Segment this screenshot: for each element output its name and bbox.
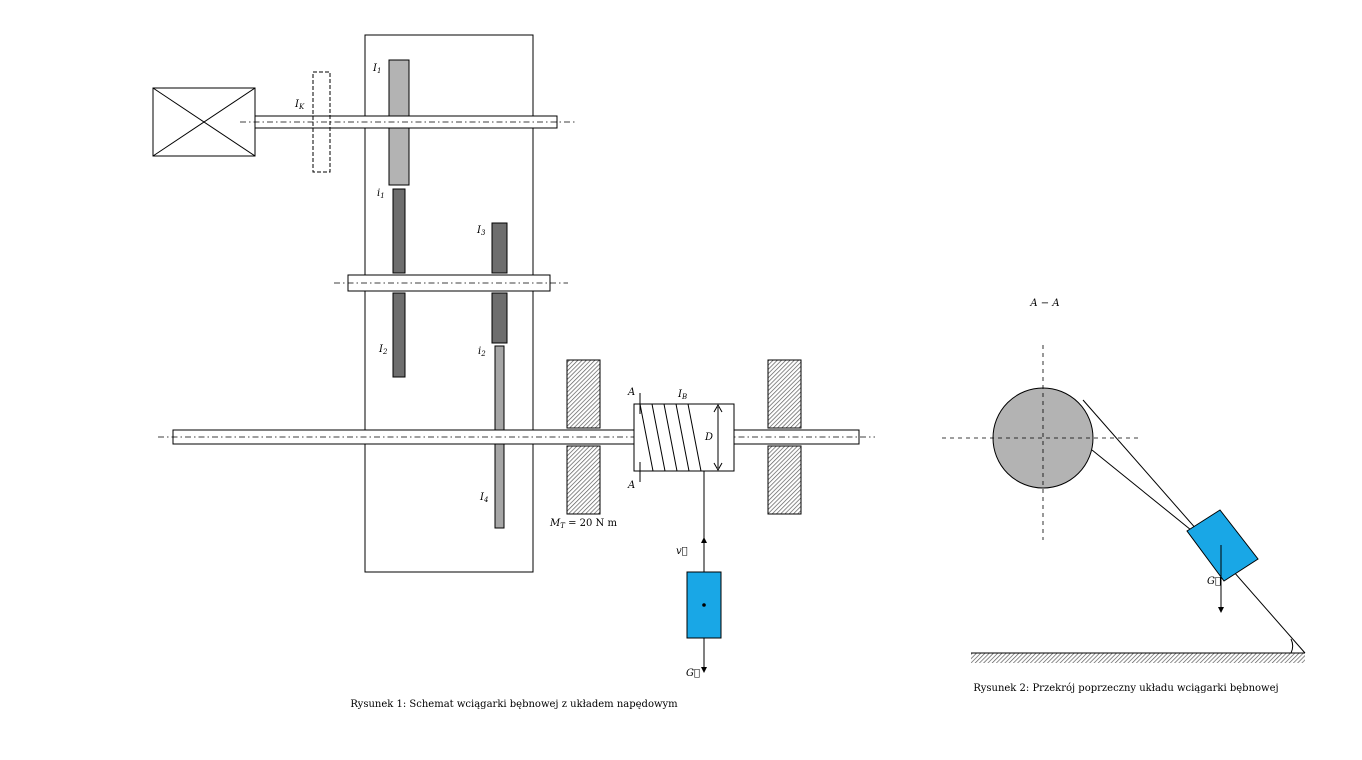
gear-i2 xyxy=(494,345,505,431)
label-i2-gear: I2 xyxy=(378,344,388,356)
figure-1-caption: Rysunek 1: Schemat wciągarki bębnowej z … xyxy=(350,699,678,710)
load-center xyxy=(702,603,706,607)
label-i2-ratio: i2 xyxy=(478,346,486,358)
bearing-right-upper xyxy=(767,359,802,429)
gear-i1-lower xyxy=(388,127,410,186)
label-i1-ratio: i1 xyxy=(377,188,385,200)
label-i3: I3 xyxy=(476,225,486,237)
gearbox-housing xyxy=(364,34,534,573)
gear-i1-upper xyxy=(388,59,410,117)
figure-2: A − A G⃗ Rysunek 2: Przekrój poprzeczny … xyxy=(942,298,1306,694)
label-i4: I4 xyxy=(479,492,488,504)
section-label: A − A xyxy=(1029,298,1059,309)
gear-i1 xyxy=(392,188,406,274)
gear-i3-upper xyxy=(491,222,508,274)
label-weight-incline: G⃗ xyxy=(1207,576,1221,587)
clutch-ik xyxy=(312,71,331,173)
bearing-right-lower xyxy=(767,445,802,515)
motor xyxy=(152,87,256,157)
gear-i3-lower xyxy=(491,292,508,344)
drum xyxy=(633,393,735,482)
label-section-a-top: A xyxy=(627,387,635,398)
figure-1: IK I1 i1 I3 I2 i2 IB I4 D A A MT = 20 N … xyxy=(152,34,875,710)
load-block-incline xyxy=(1186,509,1259,582)
bearing-left-lower xyxy=(566,445,601,515)
rope-lower xyxy=(1091,449,1192,531)
label-section-a-bottom: A xyxy=(627,480,635,491)
label-ik: IK xyxy=(294,99,305,111)
label-diameter: D xyxy=(704,432,713,443)
label-velocity: v⃗ xyxy=(676,546,688,557)
bearing-left-upper xyxy=(566,359,601,429)
label-ib: IB xyxy=(677,389,687,401)
ground-hatch xyxy=(971,653,1305,663)
label-i1-gear: I1 xyxy=(372,63,381,75)
label-weight: G⃗ xyxy=(686,668,700,679)
figure-2-caption: Rysunek 2: Przekrój poprzeczny układu wc… xyxy=(973,683,1278,694)
gear-i2-wheel xyxy=(392,292,406,378)
label-brake-torque: MT = 20 N m xyxy=(549,518,617,530)
incline-angle-arc xyxy=(1290,638,1294,654)
gear-i4 xyxy=(494,443,505,529)
